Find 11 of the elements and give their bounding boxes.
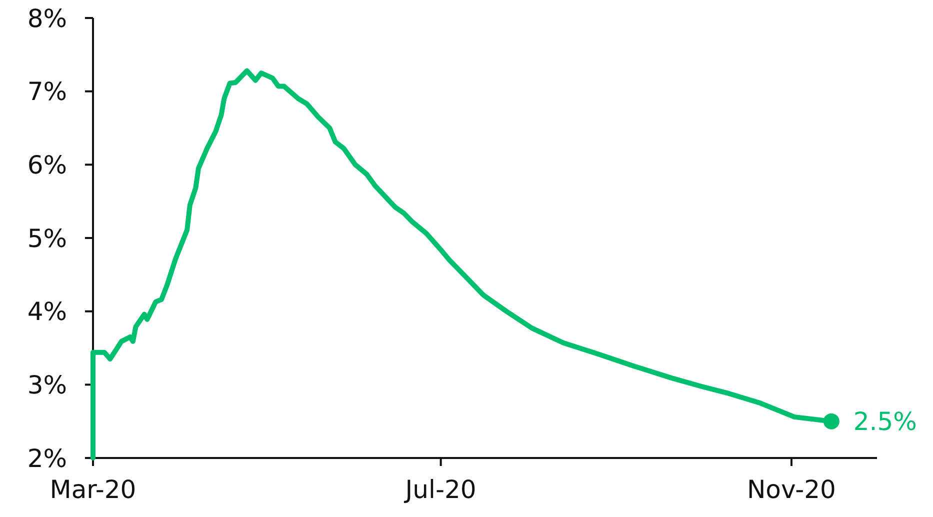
y-tick-label: 4% [27,297,67,326]
y-tick-label: 6% [27,150,67,180]
x-tick-label: Nov-20 [746,475,836,504]
x-tick-label: Mar-20 [50,475,136,504]
y-tick-label: 8% [27,4,67,33]
x-tick-label: Jul-20 [403,475,476,504]
y-tick-label: 7% [27,77,67,106]
data-label: 2.5% [853,407,917,436]
y-tick-label: 5% [27,224,67,253]
y-tick-label: 2% [27,444,67,473]
y-tick-label: 3% [27,370,67,400]
